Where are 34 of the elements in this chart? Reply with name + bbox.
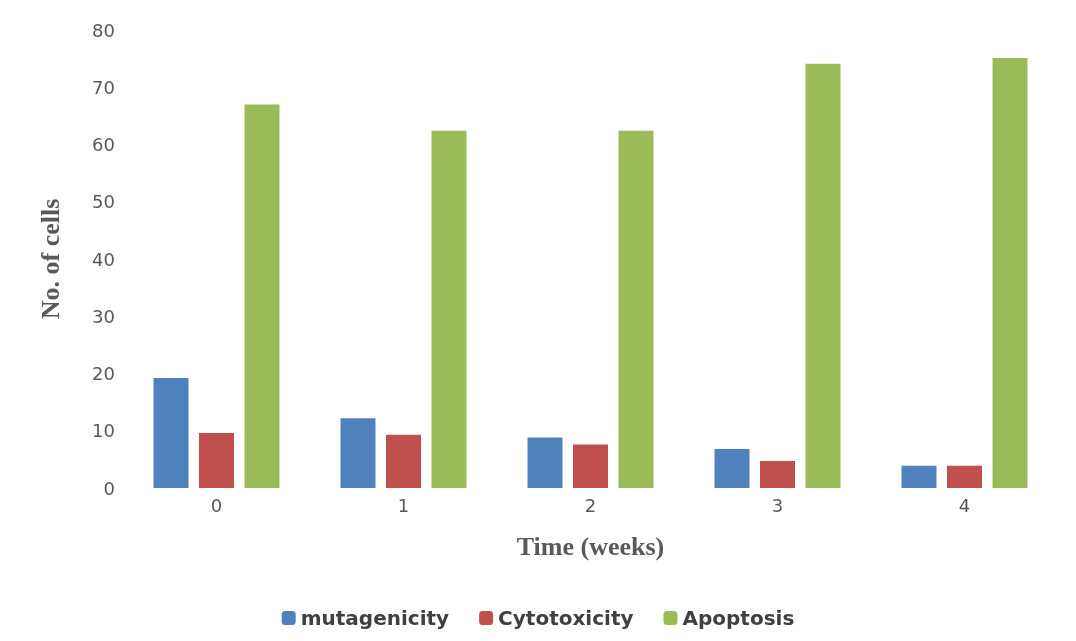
bar xyxy=(618,130,654,488)
legend-label: Apoptosis xyxy=(682,606,795,630)
y-tick-label: 40 xyxy=(92,248,115,270)
legend-label: Cytotoxicity xyxy=(498,606,634,630)
bar xyxy=(760,461,795,488)
bar xyxy=(244,104,280,488)
bar xyxy=(805,63,841,488)
y-tick-label: 0 xyxy=(103,477,115,499)
y-tick-label: 70 xyxy=(92,76,115,98)
y-tick-label: 10 xyxy=(92,420,115,442)
bar xyxy=(431,130,467,488)
bar xyxy=(527,437,563,488)
bar xyxy=(947,465,982,488)
x-tick-label: 2 xyxy=(584,494,597,516)
bar xyxy=(153,378,189,488)
bar xyxy=(340,418,376,488)
x-tick-label: 3 xyxy=(771,494,784,516)
y-tick-label: 30 xyxy=(92,305,115,327)
bar xyxy=(573,444,608,488)
bar xyxy=(992,58,1028,488)
bar xyxy=(199,433,234,488)
x-axis-title: Time (weeks) xyxy=(516,531,665,561)
bar xyxy=(386,434,421,488)
y-tick-label: 60 xyxy=(92,134,115,155)
y-tick-label: 20 xyxy=(92,363,115,384)
bar xyxy=(901,465,937,488)
x-tick-label: 0 xyxy=(210,494,223,516)
x-tick-label: 1 xyxy=(397,494,410,516)
x-tick-label: 4 xyxy=(958,494,971,516)
y-tick-label: 80 xyxy=(92,19,115,41)
legend-label: mutagenicity xyxy=(300,606,450,630)
y-tick-label: 50 xyxy=(92,191,115,213)
y-axis-title: No. of cells xyxy=(35,198,65,320)
bar xyxy=(714,449,750,488)
